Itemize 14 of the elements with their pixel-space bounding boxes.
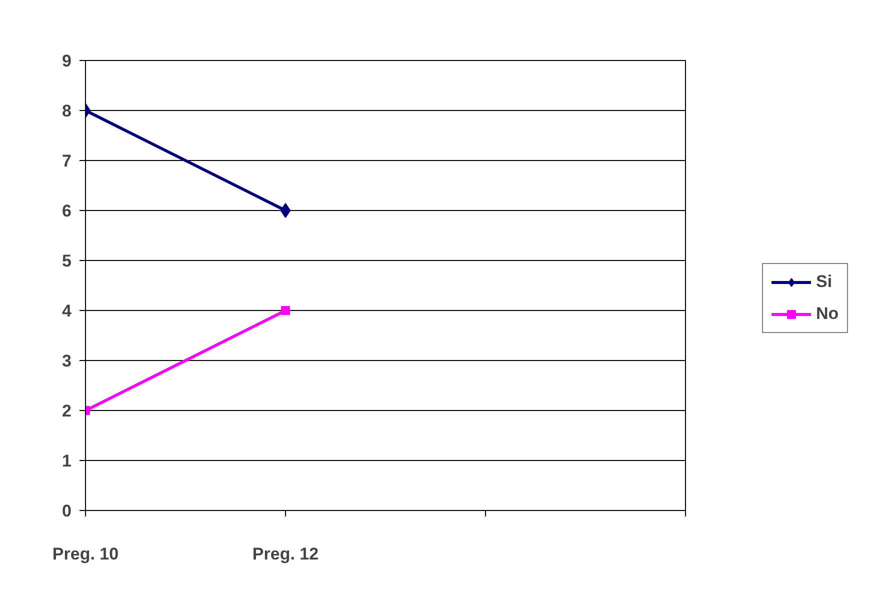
y-tick-label: 7 bbox=[62, 152, 72, 170]
legend-label: No bbox=[816, 304, 839, 324]
y-tick-label: 5 bbox=[62, 252, 72, 270]
y-tick-label: 6 bbox=[62, 202, 72, 220]
y-tick-label: 8 bbox=[62, 102, 72, 120]
x-tick-label: Preg. 12 bbox=[252, 544, 319, 564]
y-tick-label: 1 bbox=[62, 452, 72, 470]
y-tick-label: 9 bbox=[62, 52, 72, 70]
legend-label: Si bbox=[816, 272, 834, 292]
y-tick-label: 0 bbox=[62, 502, 72, 520]
y-tick-label: 2 bbox=[62, 402, 72, 420]
x-tick-label: Preg. 10 bbox=[52, 544, 119, 564]
y-tick-label: 4 bbox=[62, 302, 72, 320]
y-tick-label: 3 bbox=[62, 352, 72, 370]
